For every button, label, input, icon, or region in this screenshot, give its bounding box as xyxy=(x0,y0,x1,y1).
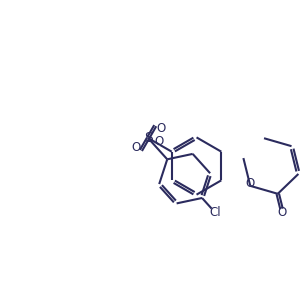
Text: O: O xyxy=(154,135,163,148)
Text: O: O xyxy=(156,122,165,135)
Text: O: O xyxy=(132,141,141,154)
Text: O: O xyxy=(246,177,255,190)
Text: Cl: Cl xyxy=(209,206,220,219)
Text: S: S xyxy=(144,131,153,145)
Text: O: O xyxy=(278,206,287,219)
